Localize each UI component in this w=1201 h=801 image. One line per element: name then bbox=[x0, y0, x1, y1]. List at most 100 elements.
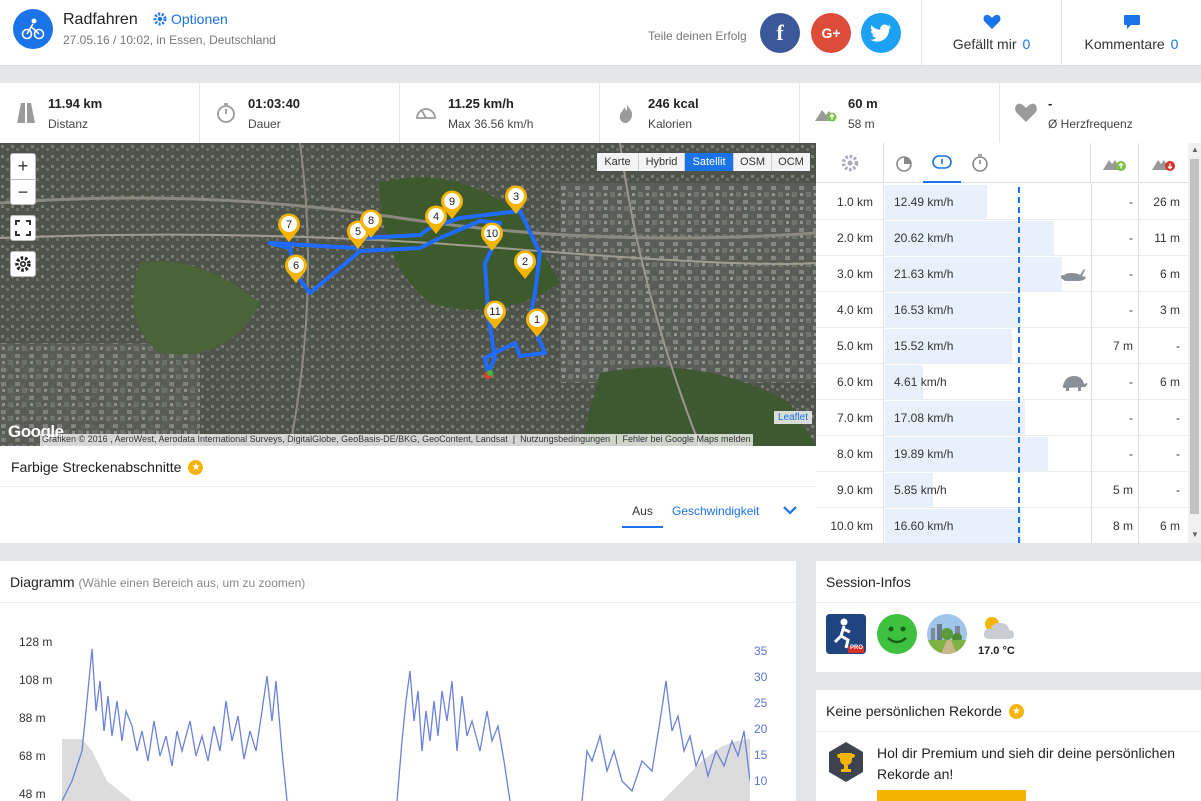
heart-icon bbox=[1015, 103, 1037, 122]
route-marker[interactable]: 3 bbox=[505, 185, 527, 214]
google-plus-share-button[interactable]: G+ bbox=[811, 13, 851, 53]
lap-speed-bar bbox=[885, 365, 923, 399]
facebook-share-button[interactable]: f bbox=[760, 13, 800, 53]
laps-speed-tab[interactable] bbox=[923, 143, 961, 183]
elevation-speed-chart[interactable] bbox=[62, 641, 750, 801]
stopwatch-icon bbox=[972, 153, 988, 172]
route-marker[interactable]: 6 bbox=[285, 254, 307, 283]
lap-distance: 3.0 km bbox=[816, 256, 884, 292]
marker-label: 7 bbox=[286, 219, 292, 231]
zoom-out-button[interactable]: − bbox=[10, 179, 36, 205]
route-map[interactable]: 1 2 3 4 5 6 7 8 9 10 11 + − Karte Hybrid Satellit … bbox=[0, 143, 816, 446]
marker-label: 9 bbox=[449, 196, 455, 208]
lap-ascent: - bbox=[1091, 184, 1141, 220]
ascent-icon bbox=[1102, 159, 1126, 171]
route-marker[interactable]: 11 bbox=[483, 300, 506, 329]
marker-badge bbox=[484, 225, 500, 241]
map-settings-button[interactable] bbox=[10, 251, 36, 277]
laps-settings-tab[interactable] bbox=[816, 143, 884, 183]
map-attribution: Grafiken © 2016 , AeroWest, Aerodata Int… bbox=[40, 434, 753, 446]
activity-header: Radfahren Optionen 27.05.16 / 10:02, in … bbox=[0, 0, 1201, 66]
marker-badge bbox=[288, 257, 304, 273]
surface-park-icon[interactable] bbox=[927, 614, 967, 654]
maptype-hybrid[interactable]: Hybrid bbox=[639, 153, 685, 171]
marker-badge bbox=[363, 212, 379, 228]
route-marker[interactable]: 9 bbox=[441, 190, 463, 219]
lap-distance: 4.0 km bbox=[816, 292, 884, 328]
lap-ascent: - bbox=[1091, 292, 1141, 328]
divider bbox=[0, 602, 796, 603]
lap-speed: 16.60 km/h bbox=[894, 519, 954, 533]
route-marker[interactable]: 1 bbox=[526, 308, 548, 337]
terms-link[interactable]: Nutzungsbedingungen bbox=[520, 434, 611, 444]
marker-badge bbox=[350, 223, 366, 239]
records-title: Keine persönlichen Rekorde bbox=[826, 703, 1002, 719]
zoom-in-button[interactable]: + bbox=[10, 153, 36, 179]
options-button[interactable]: Optionen bbox=[153, 11, 228, 27]
options-label: Optionen bbox=[171, 11, 228, 27]
comments-label: Kommentare bbox=[1084, 36, 1165, 52]
premium-cta-button[interactable] bbox=[877, 790, 1026, 801]
marker-badge bbox=[487, 303, 503, 319]
laps-duration-tab[interactable] bbox=[961, 143, 999, 183]
lap-descent: 11 m bbox=[1138, 220, 1188, 256]
road-icon bbox=[17, 103, 35, 123]
tab-aus[interactable]: Aus bbox=[622, 501, 663, 528]
laps-pace-tab[interactable] bbox=[885, 143, 923, 183]
lap-descent: 6 m bbox=[1138, 364, 1188, 400]
like-label: Gefällt mir bbox=[952, 36, 1017, 52]
fullscreen-button[interactable] bbox=[10, 215, 36, 241]
lap-speed: 21.63 km/h bbox=[894, 267, 954, 281]
laps-header-spacer bbox=[999, 143, 1091, 183]
comments-button[interactable]: Kommentare 0 bbox=[1061, 0, 1201, 66]
lap-speed-bar bbox=[885, 329, 1012, 363]
route-marker[interactable]: 8 bbox=[359, 209, 383, 238]
lap-speed: 5.85 km/h bbox=[894, 483, 947, 497]
stat-label: Ø Herzfrequenz bbox=[1048, 117, 1133, 131]
maptype-karte[interactable]: Karte bbox=[597, 153, 639, 171]
app-icon[interactable]: PRO bbox=[826, 614, 866, 654]
like-button[interactable]: Gefällt mir 0 bbox=[921, 0, 1061, 66]
tab-geschwindigkeit[interactable]: Geschwindigkeit bbox=[672, 504, 760, 518]
lap-descent: 6 m bbox=[1138, 256, 1188, 292]
lap-ascent: 8 m bbox=[1091, 508, 1141, 543]
diagram-panel[interactable]: Diagramm (Wähle einen Bereich aus, um zu… bbox=[0, 561, 796, 801]
leaflet-link[interactable]: Leaflet bbox=[774, 411, 813, 424]
diagram-hint: (Wähle einen Bereich aus, um zu zoomen) bbox=[78, 576, 306, 590]
lap-distance: 6.0 km bbox=[816, 364, 884, 400]
lap-distance: 8.0 km bbox=[816, 436, 884, 472]
chevron-down-icon[interactable] bbox=[782, 505, 798, 515]
lap-speed: 4.61 km/h bbox=[894, 375, 947, 389]
maptype-satellit[interactable]: Satellit bbox=[685, 153, 734, 171]
stats-bar: 11.94 km Distanz 01:03:40 Dauer 11.25 km… bbox=[0, 83, 1201, 143]
records-premium-text: Hol dir Premium und sieh dir deine persö… bbox=[877, 745, 1176, 782]
lap-speed: 16.53 km/h bbox=[894, 303, 954, 317]
maptype-ocm[interactable]: OCM bbox=[772, 153, 810, 171]
maptype-osm[interactable]: OSM bbox=[734, 153, 772, 171]
divider bbox=[816, 731, 1201, 732]
laps-table: 1.0 km 12.49 km/h -26 m 2.0 km 20.62 km/h -11… bbox=[816, 143, 1201, 543]
stat-speed: 11.25 km/h Max 36.56 km/h bbox=[400, 83, 600, 143]
scroll-down-icon[interactable]: ▼ bbox=[1191, 530, 1199, 539]
lap-speed-bar bbox=[885, 185, 987, 219]
report-link[interactable]: Fehler bei Google Maps melden bbox=[622, 434, 751, 444]
scroll-up-icon[interactable]: ▲ bbox=[1191, 145, 1199, 154]
scrollbar[interactable]: ▲ ▼ bbox=[1188, 143, 1201, 543]
route-marker[interactable]: 7 bbox=[278, 213, 301, 242]
twitter-share-button[interactable] bbox=[861, 13, 901, 53]
route-marker[interactable]: 4 bbox=[425, 205, 448, 234]
lap-distance: 1.0 km bbox=[816, 184, 884, 220]
gear-icon bbox=[15, 256, 31, 272]
lap-ascent: - bbox=[1091, 436, 1141, 472]
marker-layer: 1 2 3 4 5 6 7 8 9 10 11 bbox=[278, 185, 548, 337]
scrollbar-thumb[interactable] bbox=[1190, 159, 1199, 514]
route-marker[interactable]: 2 bbox=[514, 250, 536, 279]
laps-descent-tab[interactable] bbox=[1139, 143, 1188, 183]
flame-icon bbox=[619, 103, 633, 123]
lap-ascent: - bbox=[1091, 220, 1141, 256]
laps-ascent-tab[interactable] bbox=[1091, 143, 1139, 183]
route-marker[interactable]: 10 bbox=[481, 222, 503, 251]
mood-smiley-icon[interactable] bbox=[877, 614, 917, 654]
stat-label: Max 36.56 km/h bbox=[448, 117, 534, 131]
right-tick: 10 bbox=[754, 774, 768, 788]
